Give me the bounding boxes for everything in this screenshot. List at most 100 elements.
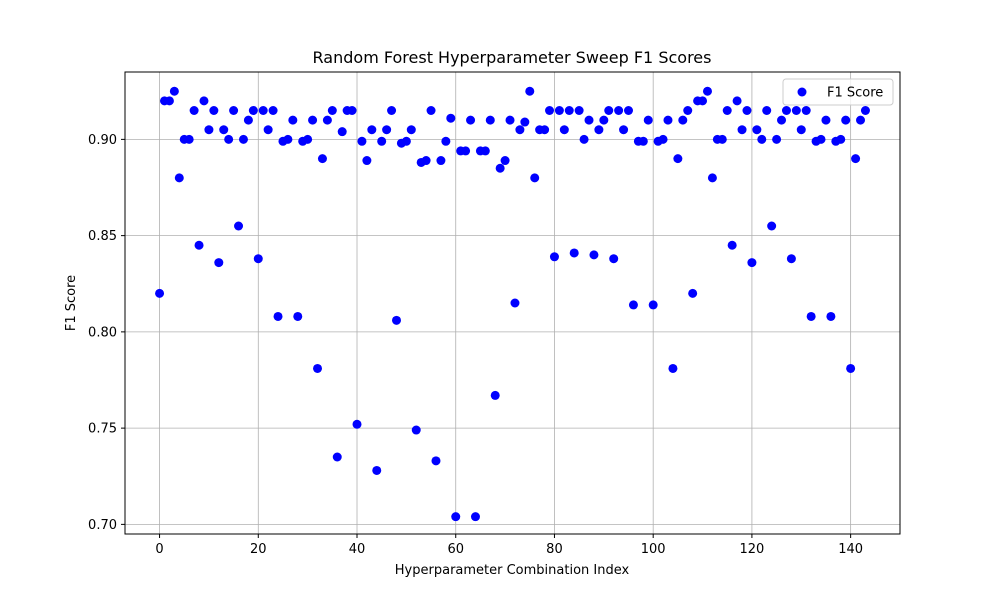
data-point	[164, 96, 174, 106]
data-point	[387, 106, 397, 115]
data-point	[485, 115, 495, 125]
x-axis-label: Hyperparameter Combination Index	[395, 563, 630, 578]
data-point	[214, 258, 224, 268]
data-point	[224, 134, 234, 144]
data-point	[293, 311, 303, 321]
axis-ticks: 0 20 40 60 80 100 120 140 0.70 0.75 0.80 0.85 0.90	[88, 133, 863, 557]
data-point	[599, 115, 609, 125]
data-point	[155, 288, 165, 298]
data-point	[836, 134, 846, 144]
data-point	[505, 115, 515, 125]
data-point	[530, 173, 540, 183]
data-point	[480, 146, 490, 156]
data-point	[446, 113, 456, 123]
data-point	[367, 125, 377, 135]
data-point	[702, 86, 712, 96]
data-point	[520, 117, 530, 127]
data-point	[737, 125, 747, 135]
data-point	[628, 300, 638, 310]
data-point	[495, 163, 505, 173]
data-point	[248, 106, 258, 115]
y-tick-label: 0.90	[88, 133, 117, 148]
legend-box	[782, 78, 894, 106]
data-point	[466, 115, 476, 125]
data-point	[559, 125, 569, 135]
data-point	[609, 254, 619, 264]
chart-title: Random Forest Hyperparameter Sweep F1 Sc…	[313, 48, 712, 67]
data-point	[554, 106, 564, 115]
data-point	[199, 96, 209, 106]
data-point	[564, 106, 574, 115]
data-point	[209, 106, 219, 115]
data-point	[184, 134, 194, 144]
data-point	[391, 315, 401, 325]
data-point	[619, 125, 629, 135]
data-point	[717, 134, 727, 144]
data-point	[313, 363, 323, 373]
x-tick-label: 100	[641, 542, 666, 557]
data-point	[436, 156, 446, 166]
y-tick-label: 0.80	[88, 325, 117, 340]
data-point	[490, 390, 500, 400]
data-point	[777, 115, 787, 125]
data-point	[772, 134, 782, 144]
data-point	[461, 146, 471, 156]
data-point	[722, 106, 732, 115]
data-point	[238, 134, 248, 144]
y-tick-label: 0.75	[88, 422, 117, 437]
data-point	[332, 452, 342, 462]
data-point	[673, 154, 683, 164]
data-point	[767, 221, 777, 231]
y-tick-label: 0.70	[88, 518, 117, 533]
data-point	[668, 363, 678, 373]
data-point	[624, 106, 634, 115]
data-point	[678, 115, 688, 125]
data-point	[757, 134, 767, 144]
data-point	[732, 96, 742, 106]
data-point	[638, 136, 648, 146]
x-tick-label: 80	[546, 542, 563, 557]
data-point	[308, 115, 318, 125]
data-point	[781, 106, 791, 115]
legend: F1 Score	[782, 78, 894, 106]
x-tick-label: 140	[838, 542, 863, 557]
data-point	[317, 154, 327, 164]
data-point	[234, 221, 244, 231]
data-point	[411, 425, 421, 435]
data-point	[273, 311, 283, 321]
data-point	[614, 106, 624, 115]
data-point	[752, 125, 762, 135]
data-point	[791, 106, 801, 115]
data-point	[826, 311, 836, 321]
data-point	[589, 250, 599, 260]
data-point	[545, 106, 555, 115]
x-tick-label: 20	[250, 542, 267, 557]
data-point	[406, 125, 416, 135]
data-point	[742, 106, 752, 115]
y-tick-label: 0.85	[88, 229, 117, 244]
data-point	[451, 512, 461, 522]
data-point	[860, 106, 870, 115]
data-point	[219, 125, 229, 135]
data-point	[441, 136, 451, 146]
data-point	[796, 125, 806, 135]
legend-marker	[797, 87, 807, 97]
data-point	[500, 156, 510, 166]
data-point	[688, 288, 698, 298]
data-point	[579, 134, 589, 144]
data-point	[337, 127, 347, 137]
data-point	[594, 125, 604, 135]
data-point	[604, 106, 614, 115]
data-point	[851, 154, 861, 164]
data-point	[174, 173, 184, 183]
data-point	[540, 125, 550, 135]
grid-lines	[125, 72, 900, 534]
data-point	[762, 106, 772, 115]
y-axis-label: F1 Score	[64, 275, 79, 331]
data-point	[194, 240, 204, 250]
data-point	[263, 125, 273, 135]
data-point	[801, 106, 811, 115]
plot-frame	[124, 71, 901, 535]
data-point	[382, 125, 392, 135]
data-point	[357, 136, 367, 146]
